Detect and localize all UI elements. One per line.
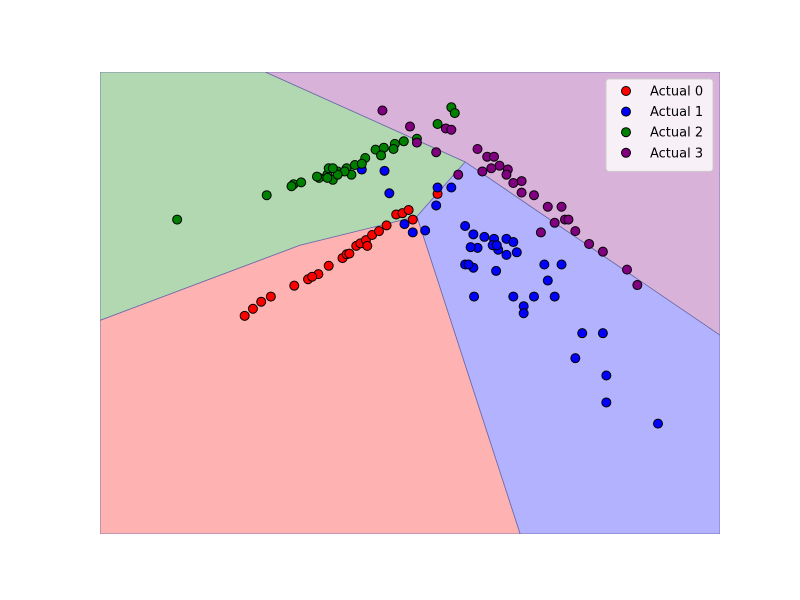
- point-series-3: [405, 121, 415, 132]
- point-series-0: [307, 271, 318, 282]
- point-series-1: [542, 275, 553, 286]
- point-series-1: [508, 291, 519, 302]
- point-series-0: [247, 303, 258, 314]
- point-series-1: [556, 259, 567, 270]
- point-series-3: [622, 264, 632, 275]
- point-series-1: [384, 188, 395, 199]
- point-series-3: [570, 226, 581, 237]
- point-series-2: [261, 190, 272, 201]
- point-series-3: [494, 160, 505, 171]
- legend-marker: [621, 147, 631, 158]
- point-series-3: [472, 144, 483, 154]
- point-series-1: [399, 219, 410, 230]
- point-series-1: [529, 291, 539, 302]
- point-series-3: [516, 176, 527, 187]
- point-series-3: [453, 169, 464, 180]
- point-series-2: [432, 118, 443, 129]
- point-series-1: [570, 353, 581, 364]
- point-series-1: [508, 237, 519, 248]
- point-series-1: [491, 240, 502, 251]
- point-series-3: [501, 169, 512, 180]
- point-series-1: [468, 229, 479, 240]
- legend-marker: [621, 86, 631, 96]
- point-series-2: [322, 172, 333, 183]
- point-series-1: [446, 182, 457, 193]
- point-series-1: [463, 259, 474, 270]
- legend-label: Actual 0: [650, 85, 703, 100]
- point-series-1: [432, 182, 443, 193]
- legend-marker: [621, 127, 631, 138]
- point-series-0: [362, 240, 373, 251]
- point-series-0: [374, 226, 384, 237]
- point-series-3: [597, 246, 608, 257]
- point-series-1: [511, 247, 522, 258]
- point-series-0: [289, 280, 300, 291]
- point-series-0: [403, 204, 414, 215]
- point-series-0: [256, 296, 267, 307]
- point-series-3: [529, 190, 539, 201]
- point-series-2: [388, 144, 399, 154]
- point-series-2: [449, 108, 460, 119]
- point-series-1: [431, 200, 442, 211]
- point-series-1: [653, 418, 663, 429]
- point-series-3: [377, 105, 388, 116]
- point-series-2: [296, 177, 307, 188]
- point-series-1: [469, 291, 480, 302]
- point-series-2: [376, 150, 387, 161]
- point-series-3: [516, 187, 527, 198]
- point-series-3: [535, 227, 546, 238]
- point-series-1: [491, 265, 502, 276]
- legend: Actual 0 Actual 1 Actual 2 Actual 3: [605, 78, 714, 172]
- legend-label: Actual 2: [650, 126, 703, 141]
- point-series-3: [632, 280, 643, 291]
- point-series-1: [460, 221, 471, 231]
- point-series-3: [446, 124, 457, 135]
- point-series-1: [479, 231, 490, 242]
- point-series-0: [239, 310, 250, 321]
- point-series-2: [312, 171, 322, 182]
- point-series-2: [172, 214, 183, 225]
- point-series-2: [398, 136, 409, 147]
- point-series-0: [265, 291, 276, 302]
- point-series-3: [584, 238, 595, 249]
- point-series-1: [518, 308, 529, 319]
- point-series-1: [577, 328, 588, 339]
- point-series-1: [539, 259, 550, 270]
- point-series-1: [601, 397, 612, 408]
- point-series-0: [323, 260, 334, 271]
- point-series-3: [477, 166, 488, 177]
- point-series-0: [344, 248, 355, 259]
- point-series-2: [327, 163, 338, 174]
- point-series-3: [431, 147, 442, 158]
- point-series-3: [508, 178, 519, 189]
- point-series-1: [501, 249, 512, 260]
- point-series-1: [597, 328, 608, 339]
- point-series-1: [549, 291, 560, 302]
- point-series-0: [381, 220, 392, 231]
- point-series-3: [549, 217, 560, 228]
- point-series-3: [411, 137, 422, 148]
- point-series-3: [542, 201, 553, 212]
- point-series-1: [407, 227, 418, 238]
- point-series-2: [286, 181, 297, 192]
- legend-box: [605, 78, 714, 172]
- point-series-2: [356, 158, 367, 169]
- legend-label: Actual 3: [650, 146, 703, 161]
- point-series-1: [465, 242, 476, 253]
- point-series-3: [486, 163, 497, 174]
- point-series-3: [489, 151, 500, 162]
- point-series-1: [420, 225, 431, 236]
- point-series-1: [379, 165, 390, 176]
- legend-marker: [621, 106, 631, 117]
- point-series-1: [601, 370, 612, 381]
- data-points: [172, 102, 663, 429]
- legend-label: Actual 1: [650, 105, 703, 120]
- point-series-0: [407, 214, 418, 225]
- point-series-3: [556, 201, 567, 212]
- point-series-3: [563, 214, 574, 225]
